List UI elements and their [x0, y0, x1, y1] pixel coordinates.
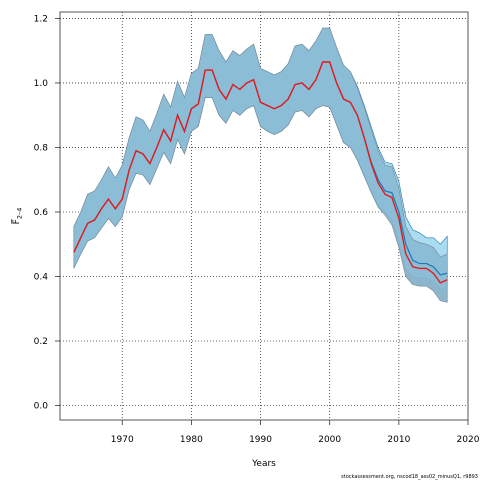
- axis-ticks: 1970 1980 1990 2000 2010 2020 0.0 0.2 0.4 0.6 0.8 1…: [34, 14, 480, 445]
- x-tick-label: 2010: [387, 435, 410, 445]
- confidence-band: [73, 27, 448, 303]
- y-tick-label: 1.2: [34, 14, 48, 24]
- x-tick-label: 2000: [318, 435, 341, 445]
- y-tick-label: 0.2: [34, 337, 48, 347]
- svg-text:F̅2–4: F̅2–4: [10, 208, 23, 225]
- y-tick-label: 1.0: [34, 79, 49, 89]
- x-tick-label: 1990: [249, 435, 272, 445]
- confidence-bands: [73, 27, 448, 303]
- grid-lines: [60, 12, 469, 420]
- estimate-lines: [73, 61, 448, 284]
- y-axis-label-main: F̅: [10, 218, 22, 224]
- plot-frame: [59, 11, 469, 421]
- y-axis-label: F̅2–4: [10, 208, 23, 225]
- estimate-line: [73, 61, 448, 284]
- x-tick-label: 1970: [111, 435, 134, 445]
- x-tick-label: 2020: [457, 435, 480, 445]
- y-axis-label-subscript: 2–4: [16, 208, 24, 220]
- x-tick-label: 1980: [180, 435, 203, 445]
- y-tick-label: 0.0: [34, 401, 49, 411]
- footnote: stockassessment.org, nscod18_ass02_minus…: [341, 474, 478, 480]
- y-tick-label: 0.4: [34, 272, 49, 282]
- y-tick-label: 0.6: [34, 208, 49, 218]
- y-tick-label: 0.8: [34, 143, 49, 153]
- x-axis-label: Years: [251, 459, 276, 469]
